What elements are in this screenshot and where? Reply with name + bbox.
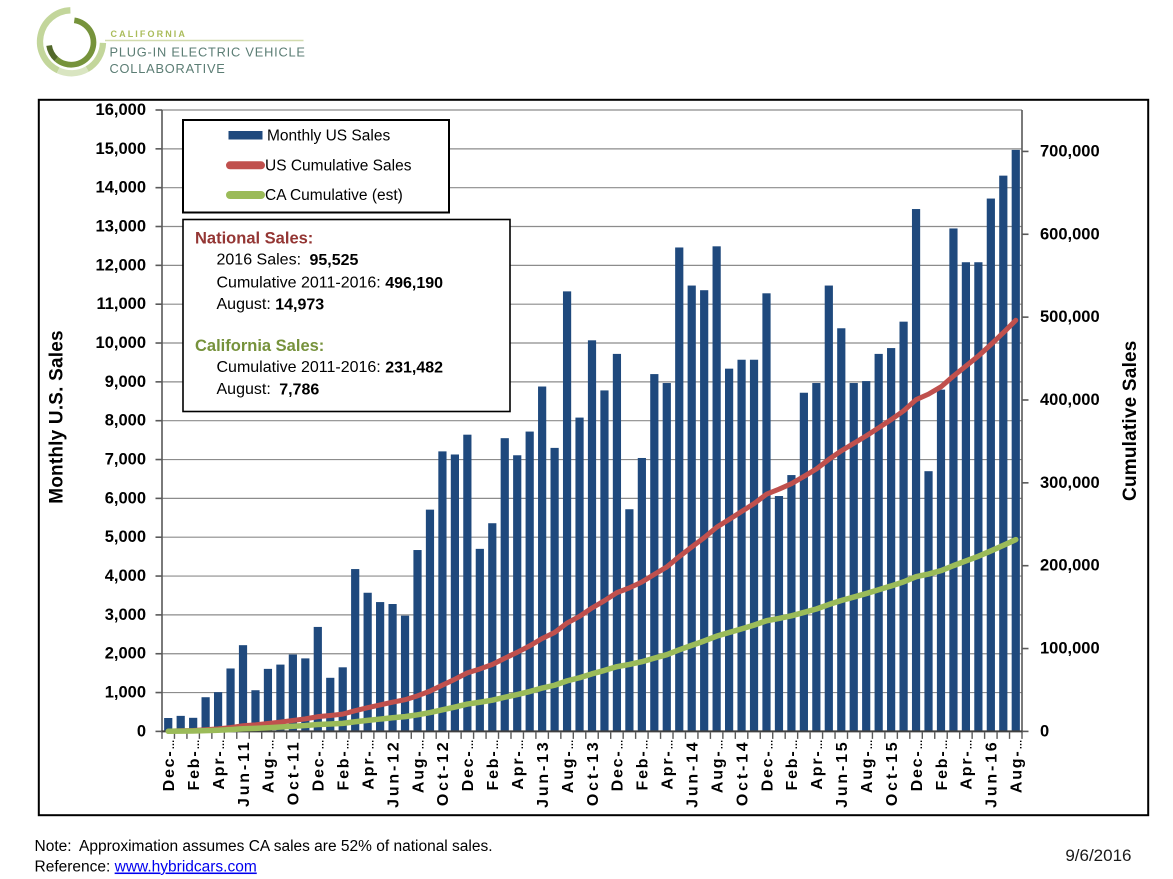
svg-text:Apr-…: Apr-…: [510, 740, 527, 790]
svg-text:Oct-14: Oct-14: [734, 740, 751, 807]
svg-text:Oct-12: Oct-12: [435, 740, 452, 807]
svg-text:Feb-…: Feb-…: [934, 740, 951, 791]
svg-text:Feb-…: Feb-…: [336, 740, 353, 791]
svg-text:15,000: 15,000: [96, 140, 146, 158]
svg-text:August: 7,786: August: 7,786: [217, 381, 320, 398]
svg-text:Jun-14: Jun-14: [685, 740, 702, 808]
svg-text:Aug-…: Aug-…: [410, 740, 427, 794]
svg-text:2,000: 2,000: [105, 645, 146, 663]
svg-text:Oct-15: Oct-15: [884, 740, 901, 807]
svg-text:0: 0: [137, 722, 146, 740]
svg-text:California Sales:: California Sales:: [195, 337, 324, 355]
svg-text:Cumulative 2011-2016: 231,482: Cumulative 2011-2016: 231,482: [217, 359, 444, 376]
svg-text:300,000: 300,000: [1040, 474, 1100, 492]
svg-text:200,000: 200,000: [1040, 557, 1100, 575]
svg-text:CA Cumulative (est): CA Cumulative (est): [265, 187, 403, 204]
svg-text:Dec-…: Dec-…: [759, 740, 776, 792]
svg-text:14,000: 14,000: [96, 179, 146, 197]
svg-text:August: 14,973: August: 14,973: [217, 296, 325, 313]
svg-text:Monthly U.S. Sales: Monthly U.S. Sales: [47, 330, 68, 504]
svg-text:PLUG-IN ELECTRIC VEHICLE: PLUG-IN ELECTRIC VEHICLE: [110, 45, 306, 60]
svg-text:Jun-11: Jun-11: [236, 740, 253, 808]
svg-text:Apr-…: Apr-…: [211, 740, 228, 790]
svg-text:Apr-…: Apr-…: [809, 740, 826, 790]
svg-text:9/6/2016: 9/6/2016: [1065, 846, 1131, 865]
svg-text:8,000: 8,000: [105, 412, 146, 430]
svg-text:US Cumulative Sales: US Cumulative Sales: [265, 158, 412, 175]
svg-text:Aug-…: Aug-…: [261, 740, 278, 794]
svg-text:Reference: www.hybridcars.com: Reference: www.hybridcars.com: [35, 859, 257, 876]
svg-text:6,000: 6,000: [105, 489, 146, 507]
svg-text:Cumulative Sales: Cumulative Sales: [1120, 340, 1141, 501]
svg-text:500,000: 500,000: [1040, 308, 1100, 326]
svg-text:400,000: 400,000: [1040, 391, 1100, 409]
svg-text:Dec-…: Dec-…: [161, 740, 178, 792]
svg-text:0: 0: [1040, 722, 1049, 740]
svg-text:Apr-…: Apr-…: [360, 740, 377, 790]
svg-text:600,000: 600,000: [1040, 225, 1100, 243]
svg-text:Aug-…: Aug-…: [560, 740, 577, 794]
svg-text:7,000: 7,000: [105, 451, 146, 469]
svg-text:Jun-13: Jun-13: [535, 740, 552, 808]
svg-text:Oct-13: Oct-13: [585, 740, 602, 807]
svg-text:10,000: 10,000: [96, 334, 146, 352]
svg-text:3,000: 3,000: [105, 606, 146, 624]
svg-text:Dec-…: Dec-…: [610, 740, 627, 792]
svg-text:Feb-…: Feb-…: [784, 740, 801, 791]
svg-text:11,000: 11,000: [96, 295, 146, 313]
svg-text:Jun-12: Jun-12: [385, 740, 402, 808]
svg-text:Feb-…: Feb-…: [635, 740, 652, 791]
svg-text:Jun-16: Jun-16: [984, 740, 1001, 808]
svg-text:Cumulative 2011-2016: 496,190: Cumulative 2011-2016: 496,190: [217, 274, 444, 291]
svg-text:Monthly US Sales: Monthly US Sales: [267, 128, 390, 145]
svg-text:Apr-…: Apr-…: [660, 740, 677, 790]
svg-text:100,000: 100,000: [1040, 640, 1100, 658]
svg-text:Dec-…: Dec-…: [311, 740, 328, 792]
svg-text:700,000: 700,000: [1040, 142, 1100, 160]
svg-text:12,000: 12,000: [96, 256, 146, 274]
svg-text:1,000: 1,000: [105, 684, 146, 702]
svg-text:16,000: 16,000: [96, 101, 146, 119]
svg-text:2016 Sales: 95,525: 2016 Sales: 95,525: [217, 252, 359, 269]
svg-text:Dec-…: Dec-…: [460, 740, 477, 792]
svg-text:Feb-…: Feb-…: [186, 740, 203, 791]
svg-text:13,000: 13,000: [96, 218, 146, 236]
svg-text:9,000: 9,000: [105, 373, 146, 391]
svg-text:CALIFORNIA: CALIFORNIA: [111, 29, 188, 39]
svg-text:Jun-15: Jun-15: [834, 740, 851, 808]
svg-text:Feb-…: Feb-…: [485, 740, 502, 791]
svg-text:Aug-…: Aug-…: [859, 740, 876, 794]
svg-text:National Sales:: National Sales:: [195, 229, 313, 247]
svg-text:4,000: 4,000: [105, 567, 146, 585]
svg-text:Aug-…: Aug-…: [1009, 740, 1026, 794]
svg-text:Apr-…: Apr-…: [959, 740, 976, 790]
svg-text:Oct-11: Oct-11: [286, 740, 303, 806]
svg-text:Dec-…: Dec-…: [909, 740, 926, 792]
svg-text:Aug-…: Aug-…: [709, 740, 726, 794]
svg-text:5,000: 5,000: [105, 528, 146, 546]
svg-text:COLLABORATIVE: COLLABORATIVE: [110, 61, 226, 76]
svg-text:Note: Approximation assumes CA: Note: Approximation assumes CA sales are…: [35, 838, 493, 855]
